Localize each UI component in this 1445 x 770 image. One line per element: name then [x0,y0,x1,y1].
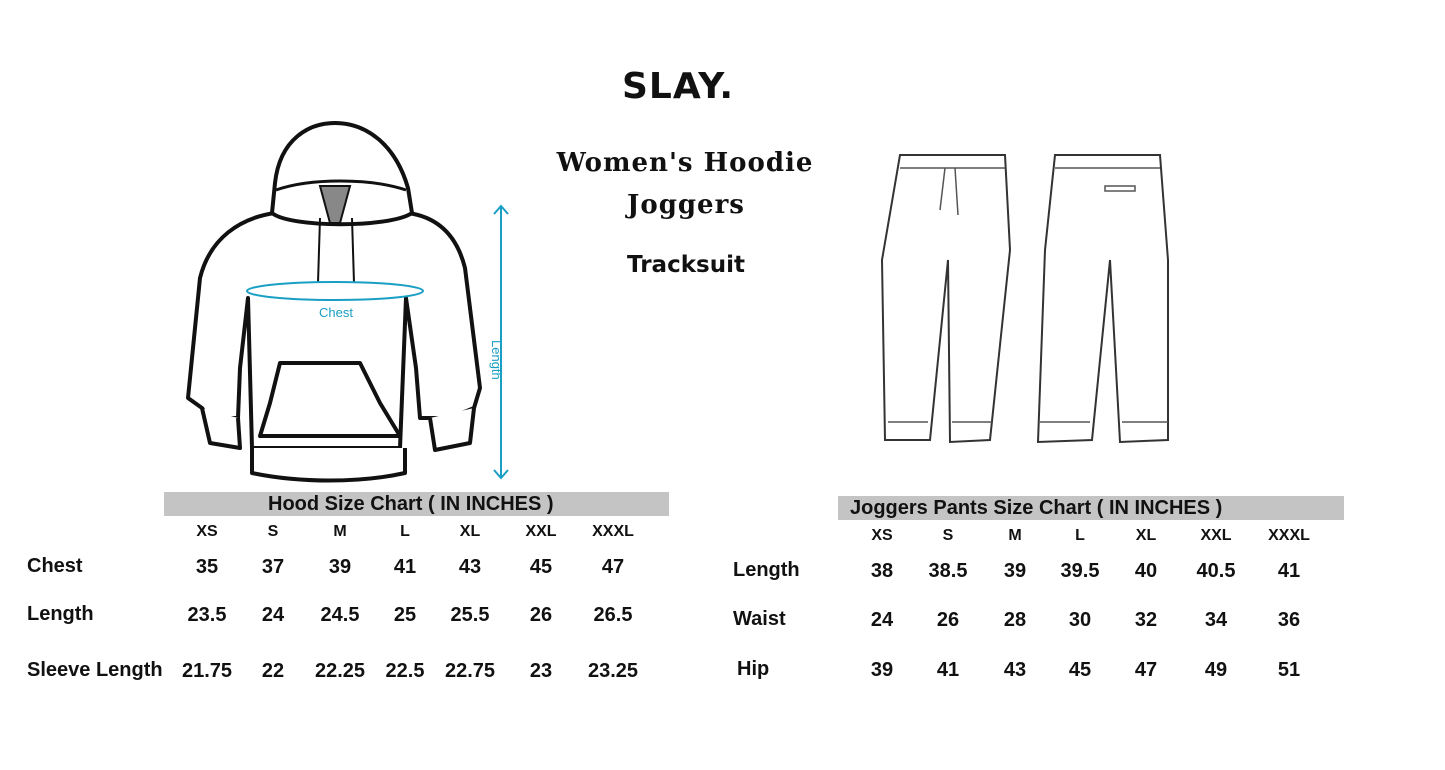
measurement-cell: 35 [195,556,219,578]
row-label: Sleeve Length [27,659,163,681]
measurement-cell: 45 [1068,659,1092,681]
measurement-cell: 39.5 [1060,560,1100,582]
joggers-illustration [880,154,1169,444]
size-header-xs: XS [196,523,218,540]
size-header-m: M [333,523,347,540]
size-header-xl: XL [1135,527,1157,544]
measurement-cell: 37 [261,556,285,578]
measurement-cell: 41 [393,556,417,578]
measurement-cell: 41 [936,659,960,681]
measurement-cell: 24.5 [320,604,360,626]
measurement-cell: 24 [870,609,894,631]
product-title-line2: Joggers [627,190,745,220]
measurement-cell: 47 [1134,659,1158,681]
measurement-cell: 41 [1277,560,1301,582]
joggers-chart-title: Joggers Pants Size Chart ( IN INCHES ) [850,497,1223,519]
row-label: Length [733,559,800,581]
chest-measure-label: Chest [319,305,353,320]
measurement-cell: 36 [1277,609,1301,631]
measurement-cell: 47 [601,556,625,578]
measurement-cell: 23.5 [187,604,227,626]
measurement-cell: 38.5 [928,560,968,582]
measurement-cell: 22.75 [444,660,496,682]
measurement-cell: 21.75 [181,660,233,682]
size-header-xxl: XXL [525,523,557,540]
measurement-cell: 38 [870,560,894,582]
length-measure-label: Length [489,340,504,380]
size-header-xxxl: XXXL [592,523,634,540]
product-title-line1: Women's Hoodie [556,148,814,178]
measurement-cell: 39 [1003,560,1027,582]
row-label: Length [27,603,94,625]
measurement-cell: 51 [1277,659,1301,681]
hoodie-illustration [186,121,509,483]
measurement-cell: 34 [1204,609,1228,631]
measurement-cell: 22.5 [385,660,425,682]
size-header-s: S [267,523,279,540]
measurement-cell: 32 [1134,609,1158,631]
measurement-cell: 40 [1134,560,1158,582]
measurement-cell: 49 [1204,659,1228,681]
measurement-cell: 22.25 [314,660,366,682]
measurement-cell: 26 [936,609,960,631]
size-header-xl: XL [459,523,481,540]
measurement-cell: 26.5 [593,604,633,626]
size-header-m: M [1008,527,1022,544]
measurement-cell: 24 [261,604,285,626]
measurement-cell: 30 [1068,609,1092,631]
brand-logo: SLAY. [621,66,735,107]
row-label: Chest [27,555,83,577]
measurement-cell: 23 [529,660,553,682]
measurement-cell: 25 [393,604,417,626]
measurement-cell: 23.25 [587,660,639,682]
measurement-cell: 43 [458,556,482,578]
size-header-xxxl: XXXL [1268,527,1310,544]
size-header-s: S [942,527,954,544]
measurement-cell: 39 [870,659,894,681]
size-header-l: L [400,523,410,540]
measurement-cell: 28 [1003,609,1027,631]
size-header-xs: XS [871,527,893,544]
product-subtitle: Tracksuit [627,252,745,278]
hood-chart-title: Hood Size Chart ( IN INCHES ) [268,493,554,515]
size-header-l: L [1075,527,1085,544]
measurement-cell: 45 [529,556,553,578]
measurement-cell: 22 [261,660,285,682]
measurement-cell: 26 [529,604,553,626]
joggers-chart-title-bar: Joggers Pants Size Chart ( IN INCHES ) [838,496,1344,520]
measurement-cell: 40.5 [1196,560,1236,582]
hood-chart-title-bar: Hood Size Chart ( IN INCHES ) [164,492,669,516]
measurement-cell: 39 [328,556,352,578]
measurement-cell: 43 [1003,659,1027,681]
measurement-cell: 25.5 [450,604,490,626]
row-label: Hip [737,658,770,680]
size-header-xxl: XXL [1200,527,1232,544]
row-label: Waist [733,608,786,630]
